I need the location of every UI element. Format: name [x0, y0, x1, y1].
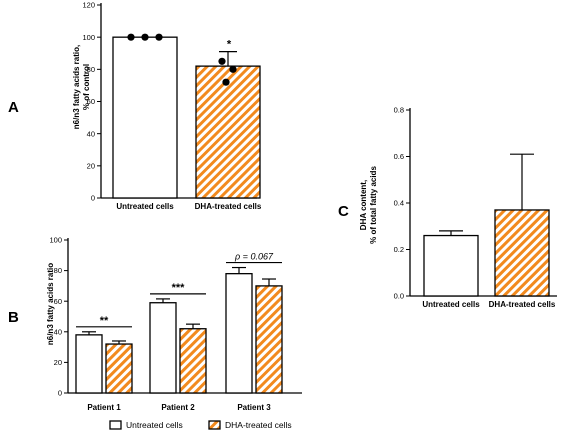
- panel-b-y-tick-label: 0: [58, 389, 62, 398]
- panel-c-y-tick-label: 0.8: [394, 106, 404, 115]
- panel-a-bars: Untreated cells DHA-treated cells *: [112, 33, 262, 211]
- panel-c-ylabel-line2: % of total fatty acids: [369, 166, 378, 244]
- panel-b-bars: Patient 1 ** Patient 2 *** Patient 3 ρ = 0.06…: [75, 252, 283, 412]
- panel-a-data-point: [141, 33, 149, 41]
- panel-a-chart: 0 20 40 60 80 100 120 Untreated cells DHA-treat…: [72, 1, 262, 211]
- panel-a-y-tick-label: 40: [87, 129, 95, 138]
- panel-a-data-point: [127, 33, 135, 41]
- panel-a-data-point: [218, 57, 226, 65]
- panel-a-data-point: [222, 78, 230, 86]
- panel-b-bar-untreated: [149, 302, 177, 394]
- panel-c-category-label: Untreated cells: [422, 300, 480, 309]
- panel-b-ylabel: n6/n3 fatty acids ratio: [46, 263, 55, 345]
- panel-a-data-point: [155, 33, 163, 41]
- panel-a-bar-untreated: [112, 36, 178, 199]
- panel-letter-a: A: [8, 99, 19, 116]
- panel-c-bar-untreated: [423, 234, 479, 297]
- panel-a-y-tick-label: 80: [87, 65, 95, 74]
- panel-b-y-tick-label: 80: [54, 266, 62, 275]
- panel-b-y-tick-label: 60: [54, 297, 62, 306]
- panel-a-y-tick-label: 60: [87, 97, 95, 106]
- panel-b-y-tick-label: 20: [54, 358, 62, 367]
- panel-b-annotation: ρ = 0.067: [234, 252, 274, 262]
- panel-c-y-tick-label: 0.4: [394, 199, 404, 208]
- panel-a-y-tick-label: 20: [87, 161, 95, 170]
- panel-c-category-label: DHA-treated cells: [489, 300, 556, 309]
- panel-a-y-tick-label: 0: [91, 194, 95, 203]
- legend-swatch-untreated: [109, 420, 122, 430]
- panel-a-data-point: [229, 65, 237, 73]
- panel-b-y-tick-label: 100: [49, 236, 62, 245]
- panel-a-bar-dha: [195, 65, 261, 199]
- panel-a-category-label: Untreated cells: [116, 202, 174, 211]
- panel-c-y-tick-label: 0.6: [394, 152, 404, 161]
- legend-label-dha: DHA-treated cells: [225, 420, 292, 430]
- panel-b-bar-untreated: [225, 273, 253, 394]
- legend-swatch-dha: [208, 420, 221, 430]
- panel-b-y-tick-label: 40: [54, 327, 62, 336]
- panel-b-bar-untreated: [75, 334, 103, 394]
- legend-label-untreated: Untreated cells: [126, 420, 183, 430]
- panel-a-significance: *: [227, 39, 232, 51]
- panel-b-annotation: ***: [172, 282, 186, 294]
- panel-b-bar-dha: [179, 328, 207, 394]
- panel-a-category-label: DHA-treated cells: [195, 202, 262, 211]
- panel-c-bars: Untreated cells DHA-treated cells: [422, 153, 556, 309]
- panel-c-y-tick-label: 0.0: [394, 292, 404, 301]
- panel-c-y-tick-label: 0.2: [394, 245, 404, 254]
- panel-letter-b: B: [8, 309, 19, 326]
- panel-b-category-label: Patient 2: [161, 403, 195, 412]
- panel-a-y-tick-label: 100: [82, 33, 95, 42]
- panel-a-ylabel-line2: % of control: [82, 64, 91, 110]
- panel-b-annotation: **: [100, 315, 109, 327]
- panel-a-y-tick-label: 120: [82, 1, 95, 10]
- panel-a-ylabel-line1: n6/n3 fatty acids ratio,: [72, 45, 81, 129]
- panel-letter-c: C: [338, 203, 349, 220]
- panel-b-bar-dha: [255, 285, 283, 394]
- panel-c-ylabel-line1: DHA content,: [359, 180, 368, 230]
- panel-b-category-label: Patient 3: [237, 403, 271, 412]
- panel-b-bar-dha: [105, 343, 133, 394]
- panel-b-category-label: Patient 1: [87, 403, 121, 412]
- panel-c-bar-dha: [494, 209, 550, 297]
- legend: Untreated cells DHA-treated cells: [109, 420, 292, 430]
- panel-c-chart: 0.0 0.2 0.4 0.6 0.8 Untreated cells DHA-treat…: [359, 106, 557, 309]
